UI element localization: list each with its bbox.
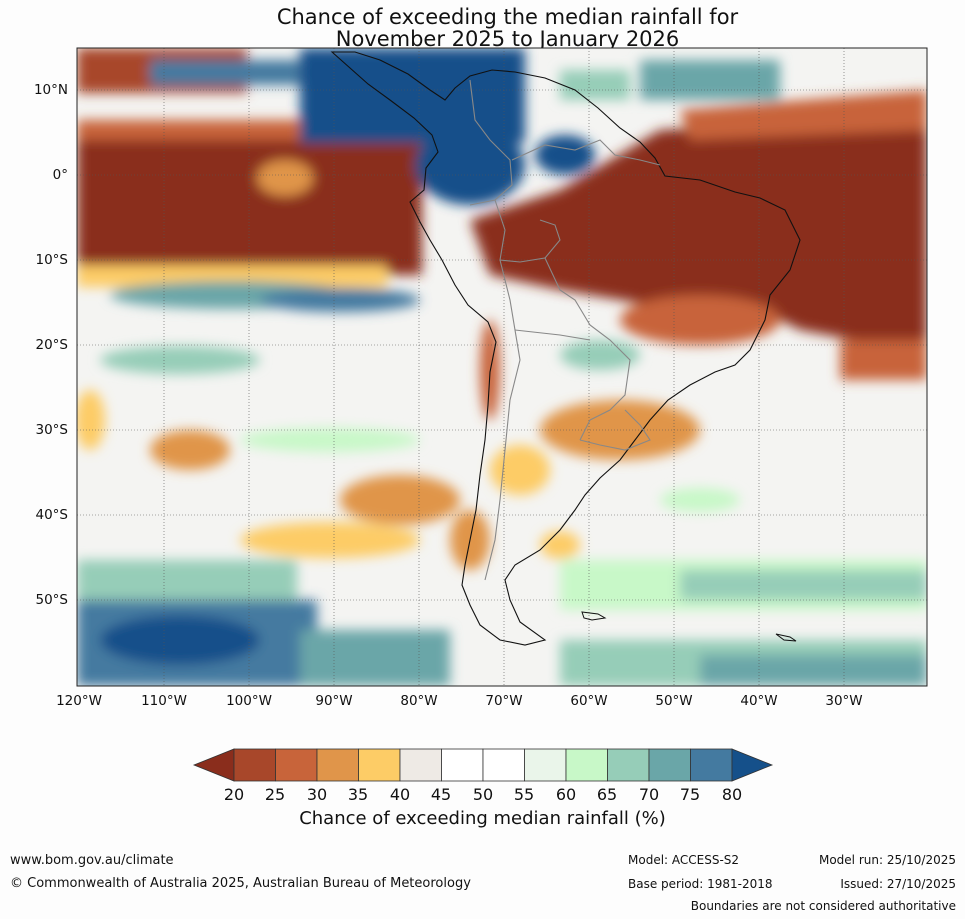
colorbar-cell xyxy=(482,748,525,782)
colorbar-cell xyxy=(607,748,650,782)
falkland-islands xyxy=(581,611,607,621)
footer-url: www.bom.gov.au/climate xyxy=(10,853,174,868)
colorbar-tick-20: 20 xyxy=(223,785,245,804)
footer-issued: Issued: 27/10/2025 xyxy=(840,877,956,891)
lon-label-40w: 40°W xyxy=(740,693,778,709)
colorbar-tick-75: 75 xyxy=(679,785,701,804)
colorbar-low-arrow xyxy=(192,748,235,782)
colorbar-cell xyxy=(648,748,691,782)
colorbar-tick-35: 35 xyxy=(347,785,369,804)
colorbar-tick-50: 50 xyxy=(472,785,494,804)
lat-label-10n: 10°N xyxy=(33,82,68,98)
lat-label-30s: 30°S xyxy=(35,422,69,438)
lon-label-110w: 110°W xyxy=(141,693,187,709)
lon-label-70w: 70°W xyxy=(485,693,523,709)
colorbar-cell xyxy=(524,748,567,782)
lon-label-80w: 80°W xyxy=(400,693,438,709)
colorbar-label: Chance of exceeding median rainfall (%) xyxy=(299,808,666,829)
lon-label-100w: 100°W xyxy=(226,693,272,709)
country-borders xyxy=(469,79,661,581)
lat-label-10s: 10°S xyxy=(35,252,69,268)
footer-model: Model: ACCESS-S2 xyxy=(628,853,740,867)
colorbar-tick-30: 30 xyxy=(306,785,328,804)
south-georgia xyxy=(775,633,797,642)
colorbar-tick-55: 55 xyxy=(513,785,535,804)
colorbar-cell xyxy=(565,748,608,782)
lon-label-120w: 120°W xyxy=(56,693,102,709)
graticule xyxy=(77,48,927,686)
colorbar-cell xyxy=(358,748,401,782)
lat-label-20s: 20°S xyxy=(35,337,69,353)
colorbar-tick-80: 80 xyxy=(721,785,743,804)
footer-model-run: Model run: 25/10/2025 xyxy=(818,853,956,867)
colorbar-high-arrow xyxy=(731,748,774,782)
lat-label-0: 0° xyxy=(52,167,68,183)
lon-label-60w: 60°W xyxy=(570,693,608,709)
probability-field xyxy=(77,48,927,686)
south-america-coastline xyxy=(330,51,801,646)
colorbar-tick-45: 45 xyxy=(430,785,452,804)
colorbar-cell xyxy=(441,748,484,782)
map-frame xyxy=(76,47,928,687)
lat-label-50s: 50°S xyxy=(35,592,69,608)
colorbar-tick-40: 40 xyxy=(389,785,411,804)
colorbar-cell xyxy=(690,748,733,782)
colorbar-cell xyxy=(275,748,318,782)
colorbar-tick-25: 25 xyxy=(264,785,286,804)
chart-title-line-1: Chance of exceeding the median rainfall … xyxy=(276,5,739,29)
chart-title-line-2: November 2025 to January 2026 xyxy=(335,27,680,51)
footer-base-period: Base period: 1981-2018 xyxy=(628,877,773,891)
colorbar-cell xyxy=(316,748,359,782)
colorbar-tick-60: 60 xyxy=(555,785,577,804)
colorbar-tick-70: 70 xyxy=(638,785,660,804)
footer-copyright: © Commonwealth of Australia 2025, Austra… xyxy=(10,876,471,891)
colorbar-cell xyxy=(399,748,442,782)
colorbar-cell xyxy=(233,748,276,782)
colorbar xyxy=(192,748,774,782)
lat-label-40s: 40°S xyxy=(35,507,69,523)
footer-disclaimer: Boundaries are not considered authoritat… xyxy=(690,899,956,913)
colorbar-tick-65: 65 xyxy=(596,785,618,804)
lon-label-50w: 50°W xyxy=(655,693,693,709)
lon-label-90w: 90°W xyxy=(315,693,353,709)
lon-label-30w: 30°W xyxy=(825,693,863,709)
